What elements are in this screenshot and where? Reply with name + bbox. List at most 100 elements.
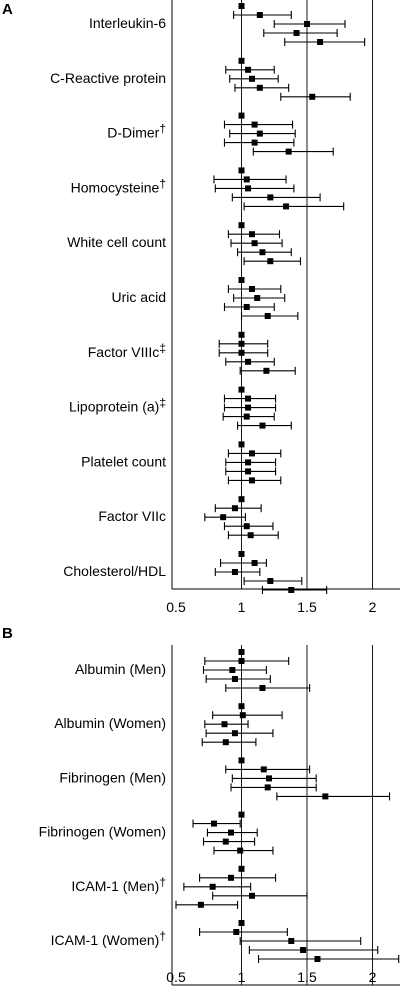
point-estimate xyxy=(267,194,274,201)
point-estimate xyxy=(210,820,217,827)
row-label: Uric acid xyxy=(112,289,166,305)
point-estimate xyxy=(300,947,307,953)
point-estimate xyxy=(256,12,263,18)
row-label-text: C-Reactive protein xyxy=(50,70,166,86)
point-estimate xyxy=(309,93,316,100)
point-estimate xyxy=(266,775,273,782)
point-estimate xyxy=(229,667,236,673)
point-estimate xyxy=(209,883,216,890)
point-estimate xyxy=(237,847,244,854)
row-label-text: Interleukin-6 xyxy=(89,15,166,31)
point-estimate xyxy=(222,838,229,845)
point-estimate xyxy=(238,3,245,9)
point-estimate xyxy=(314,956,321,962)
row-label-text: Platelet count xyxy=(81,453,166,469)
row-label-footnote-mark: † xyxy=(159,122,166,136)
row-label-text: ICAM-1 (Women) xyxy=(51,932,160,948)
x-tick-label: 0.5 xyxy=(166,969,186,985)
point-estimate xyxy=(228,829,235,836)
point-estimate xyxy=(256,84,263,91)
row-label-text: D-Dimer xyxy=(107,125,159,141)
point-estimate xyxy=(238,386,245,393)
point-estimate xyxy=(245,66,252,73)
point-estimate xyxy=(293,30,300,36)
point-estimate xyxy=(231,505,238,512)
x-tick-label: 0.5 xyxy=(166,599,186,615)
row-label-footnote-mark: † xyxy=(159,929,166,943)
point-estimate xyxy=(231,569,238,575)
point-estimate xyxy=(222,739,229,746)
x-tick-label: 1 xyxy=(238,599,246,615)
row-label: ICAM-1 (Men)† xyxy=(71,875,166,894)
row-label-text: Homocysteine xyxy=(71,179,160,195)
point-estimate xyxy=(243,523,250,530)
row-label-text: Albumin (Women) xyxy=(54,715,166,731)
row-label: Cholesterol/HDL xyxy=(63,563,166,579)
row-label: D-Dimer† xyxy=(107,122,166,141)
point-estimate xyxy=(251,121,258,128)
point-estimate xyxy=(322,793,329,800)
row-label: Lipoprotein (a)‡ xyxy=(69,396,166,415)
panel-label: B xyxy=(2,625,13,642)
point-estimate xyxy=(238,167,245,174)
row-label-text: Uric acid xyxy=(112,289,166,305)
row-label-text: ICAM-1 (Men) xyxy=(71,878,159,894)
point-estimate xyxy=(238,441,245,448)
point-estimate xyxy=(248,75,255,82)
point-estimate xyxy=(220,514,227,521)
point-estimate xyxy=(251,240,258,247)
point-estimate xyxy=(259,249,266,256)
x-tick-label: 1.5 xyxy=(297,599,317,615)
point-estimate xyxy=(238,551,245,557)
point-estimate xyxy=(238,331,245,338)
point-estimate xyxy=(264,784,271,791)
row-label-text: Factor VIIIc xyxy=(88,344,160,360)
row-label: Factor VIIIc‡ xyxy=(88,341,166,360)
point-estimate xyxy=(283,203,290,210)
point-estimate xyxy=(245,358,252,365)
point-estimate xyxy=(285,148,292,155)
row-label-footnote-mark: ‡ xyxy=(159,396,166,410)
point-estimate xyxy=(238,865,245,872)
point-estimate xyxy=(259,685,266,691)
row-label-text: Cholesterol/HDL xyxy=(63,563,166,579)
point-estimate xyxy=(238,222,245,229)
point-estimate xyxy=(243,176,250,183)
point-estimate xyxy=(239,712,246,719)
row-label: White cell count xyxy=(67,234,166,250)
point-estimate xyxy=(238,112,245,119)
point-estimate xyxy=(243,304,250,310)
point-estimate xyxy=(248,477,255,484)
point-estimate xyxy=(238,649,245,655)
row-label: Interleukin-6 xyxy=(89,15,166,31)
point-estimate xyxy=(267,578,274,584)
row-label-text: White cell count xyxy=(67,234,166,250)
row-label: Fibrinogen (Women) xyxy=(39,824,166,840)
row-label: Platelet count xyxy=(81,453,166,469)
row-label: Factor VIIc xyxy=(98,508,166,524)
row-label-text: Fibrinogen (Men) xyxy=(59,769,166,785)
point-estimate xyxy=(264,313,271,319)
panel-label: A xyxy=(2,1,13,18)
point-estimate xyxy=(304,21,310,27)
row-label: ICAM-1 (Women)† xyxy=(51,929,166,948)
row-label-text: Fibrinogen (Women) xyxy=(39,824,166,840)
point-estimate xyxy=(228,874,235,881)
point-estimate xyxy=(248,450,255,457)
row-label-text: Lipoprotein (a) xyxy=(69,399,159,415)
point-estimate xyxy=(245,459,252,466)
point-estimate xyxy=(238,496,245,503)
point-estimate xyxy=(231,676,238,682)
point-estimate xyxy=(260,766,267,773)
point-estimate xyxy=(238,349,245,356)
point-estimate xyxy=(238,703,245,710)
point-estimate xyxy=(238,920,245,926)
point-estimate xyxy=(231,730,238,737)
point-estimate xyxy=(263,367,270,374)
point-estimate xyxy=(256,130,263,137)
row-label: Albumin (Men) xyxy=(75,661,166,677)
row-label-text: Factor VIIc xyxy=(98,508,166,524)
point-estimate xyxy=(238,340,245,347)
point-estimate xyxy=(288,587,295,593)
